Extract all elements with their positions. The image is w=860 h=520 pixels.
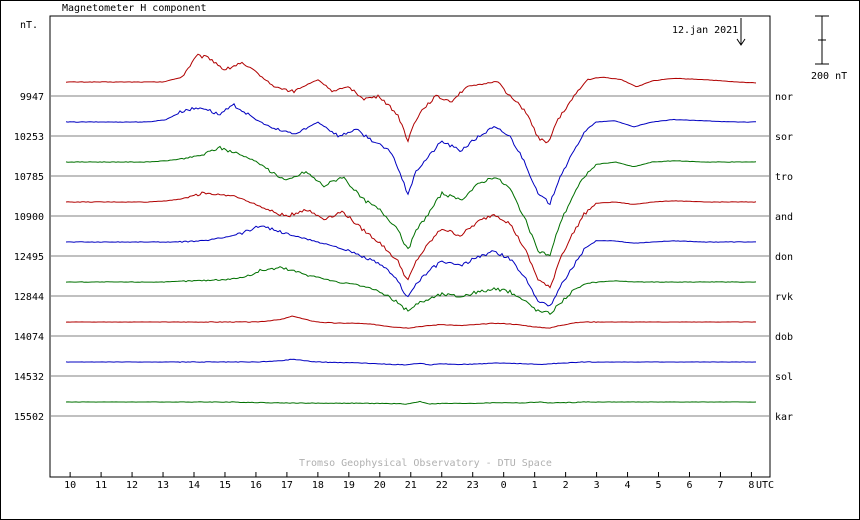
unit-label: nT. [20,20,38,31]
baseline-value-nor: 9947 [20,92,44,103]
trace-kar [65,400,757,405]
chart-title: Magnetometer H component [62,3,207,14]
trace-dob [65,315,757,329]
baseline-value-sol: 14532 [14,372,44,383]
station-label-kar: kar [775,412,793,423]
baseline-value-dob: 14074 [14,332,44,343]
date-label: 12.jan 2021 [672,25,738,36]
baseline-value-rvk: 12844 [14,292,44,303]
trace-sor [65,102,756,206]
credit-text: Tromso Geophysical Observatory - DTU Spa… [299,458,552,469]
x-tick-label-17: 17 [281,480,293,491]
baseline-value-kar: 15502 [14,412,44,423]
x-tick-label-7: 7 [717,480,723,491]
date-arrow-icon [736,18,746,46]
baseline-value-and: 10900 [14,212,44,223]
plot-frame [49,15,771,478]
scale-bar-icon [815,15,829,65]
x-tick-label-16: 16 [250,480,262,491]
station-label-rvk: rvk [775,292,793,303]
x-tick-label-15: 15 [219,480,231,491]
baseline-labels: 9947 10253 10785 10900 12495 12844 14074 14532 1… [14,92,44,423]
x-tick-label-2: 2 [563,480,569,491]
x-tick-label-20: 20 [374,480,386,491]
station-label-dob: dob [775,332,793,343]
x-tick-label-11: 11 [95,480,107,491]
x-tick-label-10: 10 [64,480,76,491]
trace-nor [65,53,757,144]
x-tick-label-14: 14 [188,480,200,491]
x-tick-label-5: 5 [656,480,662,491]
station-label-tro: tro [775,172,793,183]
x-tick-label-13: 13 [157,480,169,491]
x-axis-label: UTC [756,480,774,491]
x-tick-label-12: 12 [126,480,138,491]
x-tick-label-18: 18 [312,480,324,491]
grid-lines [50,95,770,417]
baseline-value-tro: 10785 [14,172,44,183]
x-tick-label-19: 19 [343,480,355,491]
trace-tro [65,145,757,257]
x-tick-label-6: 6 [686,480,692,491]
x-tick-label-3: 3 [594,480,600,491]
x-tick-label-23: 23 [467,480,479,491]
trace-don [65,225,756,307]
station-label-nor: nor [775,92,793,103]
x-tick-label-0: 0 [501,480,507,491]
scale-bar-label: 200 nT [811,71,847,82]
baseline-value-don: 12495 [14,252,44,263]
x-tick-label-8: 8 [748,480,754,491]
x-axis: 10 11 12 13 14 15 16 17 18 19 20 21 22 23 0 1 2 3 4 5 6 7 8 [64,472,754,491]
baseline-value-sor: 10253 [14,132,44,143]
x-tick-label-22: 22 [436,480,448,491]
trace-and [65,191,757,289]
station-label-sor: sor [775,132,793,143]
x-tick-label-21: 21 [405,480,417,491]
station-label-and: and [775,212,793,223]
station-label-sol: sol [775,372,793,383]
station-label-don: don [775,252,793,263]
trace-sol [65,358,756,366]
traces [65,53,757,405]
station-labels: nor sor tro and don rvk dob sol kar [775,92,793,423]
trace-rvk [65,266,757,316]
x-tick-label-4: 4 [625,480,631,491]
x-tick-label-1: 1 [532,480,538,491]
